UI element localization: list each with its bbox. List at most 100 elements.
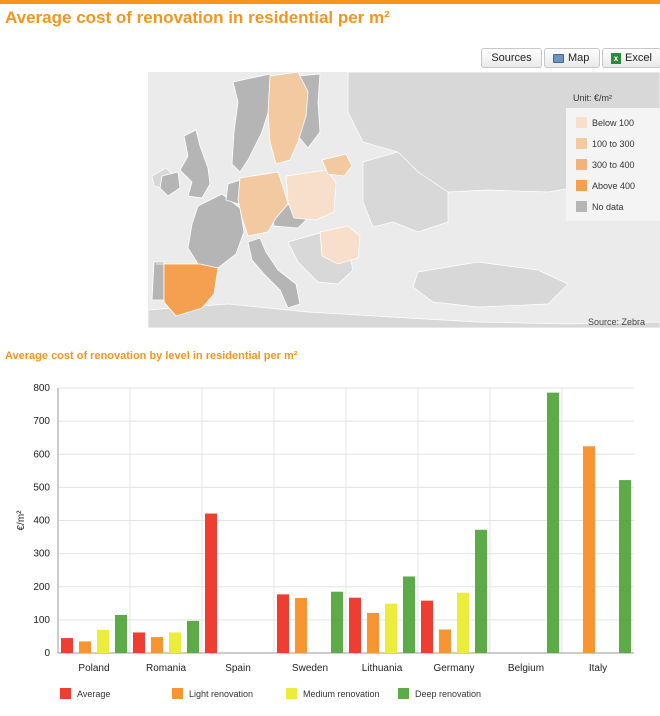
bar <box>385 603 397 653</box>
bar <box>205 513 217 653</box>
map-legend-item[interactable]: Below 100 <box>576 112 656 133</box>
map-unit-label: Unit: €/m² <box>573 93 613 103</box>
chart-legend-item[interactable]: Medium renovation <box>286 688 380 699</box>
bar <box>421 600 433 653</box>
map-region-belarus-ukraine <box>362 151 449 233</box>
map-region-uk <box>179 129 211 199</box>
map-button-label: Map <box>568 52 590 64</box>
map-region-sweden <box>267 72 309 165</box>
map-region-lithuania <box>321 153 353 177</box>
chart-legend-swatch <box>286 688 297 699</box>
map-legend-item[interactable]: Above 400 <box>576 175 656 196</box>
sources-button-label: Sources <box>491 52 532 64</box>
top-accent-rule <box>0 0 660 4</box>
bar <box>583 446 595 653</box>
chart-legend-item[interactable]: Light renovation <box>172 688 253 699</box>
map-legend-item[interactable]: 300 to 400 <box>576 154 656 175</box>
bar <box>187 620 199 653</box>
chart-legend-label: Average <box>77 688 111 699</box>
x-tick-label: Poland <box>78 663 109 674</box>
x-tick-label: Belgium <box>508 663 544 674</box>
y-tick-label: 500 <box>33 482 50 493</box>
map-legend-item[interactable]: 100 to 300 <box>576 133 656 154</box>
bar <box>331 591 343 653</box>
map-source-label: Source: Zebra <box>588 317 646 327</box>
x-tick-label: Germany <box>433 663 474 674</box>
y-tick-label: 400 <box>33 516 50 527</box>
map-region-north-africa <box>148 303 660 328</box>
map-region-italy <box>247 237 301 309</box>
bar <box>115 614 127 653</box>
x-tick-label: Italy <box>589 663 607 674</box>
map-legend-swatch <box>576 117 587 128</box>
map-legend-label: 300 to 400 <box>592 159 635 170</box>
excel-icon: x <box>611 52 621 64</box>
chart-title: Average cost of renovation by level in r… <box>5 350 298 362</box>
y-tick-label: 700 <box>33 416 50 427</box>
excel-button-label: Excel <box>625 52 652 64</box>
map-region-germany <box>237 171 289 237</box>
bar <box>349 597 361 653</box>
y-tick-label: 600 <box>33 449 50 460</box>
bar <box>547 392 559 653</box>
y-tick-label: 200 <box>33 582 50 593</box>
x-tick-label: Sweden <box>292 663 328 674</box>
map-legend-swatch <box>576 138 587 149</box>
chart-legend-swatch <box>172 688 183 699</box>
chart-legend-label: Deep renovation <box>415 688 482 699</box>
y-tick-label: 800 <box>33 383 50 394</box>
y-tick-label: 0 <box>44 648 50 659</box>
page-title: Average cost of renovation in residentia… <box>5 8 390 27</box>
bar <box>61 638 73 653</box>
bar <box>367 612 379 653</box>
excel-button[interactable]: x Excel <box>602 48 660 68</box>
map-region-spain <box>156 263 219 317</box>
map-region-france <box>187 193 245 269</box>
y-axis-label: €/m² <box>16 510 27 531</box>
map-button[interactable]: Map <box>544 48 600 68</box>
map-icon <box>553 53 564 63</box>
bar-chart: 0 100 200 300 400 500 600 700 800 €/m² Poland Roman… <box>16 383 634 674</box>
bar <box>97 629 109 653</box>
map-legend-item[interactable]: No data <box>576 196 656 217</box>
bar <box>79 641 91 653</box>
map-legend-swatch <box>576 159 587 170</box>
bar <box>403 576 415 653</box>
bar <box>277 594 289 653</box>
y-tick-label: 100 <box>33 615 50 626</box>
chart-legend-item[interactable]: Deep renovation <box>398 688 481 699</box>
x-tick-label: Lithuania <box>362 663 403 674</box>
chart-legend-swatch <box>398 688 409 699</box>
bar <box>619 480 631 653</box>
y-tick-label: 300 <box>33 549 50 560</box>
bar <box>295 598 307 653</box>
map-region-portugal <box>151 261 165 301</box>
map-legend-label: 100 to 300 <box>592 138 635 149</box>
map-legend-label: No data <box>592 201 624 212</box>
bar <box>133 632 145 653</box>
map-region-ireland <box>159 171 181 197</box>
bar <box>169 632 181 653</box>
bar <box>457 592 469 653</box>
bar <box>439 629 451 653</box>
map-legend: Unit: €/m² Below 100 100 to 300 300 to 4… <box>566 93 660 221</box>
map-legend-panel: Below 100 100 to 300 300 to 400 Above 40… <box>566 108 660 221</box>
bar <box>151 637 163 653</box>
map-legend-swatch <box>576 180 587 191</box>
chart-legend-item[interactable]: Average <box>60 688 110 699</box>
toolbar: Sources Map x Excel <box>481 48 660 68</box>
map-legend-label: Below 100 <box>592 117 635 128</box>
x-tick-label: Spain <box>225 663 251 674</box>
map-region-poland <box>285 169 337 221</box>
chart-legend-label: Light renovation <box>189 688 254 699</box>
map-region-romania <box>319 225 361 265</box>
map-legend-swatch <box>576 201 587 212</box>
map-region-norway <box>231 73 273 173</box>
map-legend-label: Above 400 <box>592 180 636 191</box>
chart-legend-label: Medium renovation <box>303 688 380 699</box>
sources-button[interactable]: Sources <box>481 48 542 68</box>
map-region-turkey <box>412 261 569 308</box>
chart-legend-swatch <box>60 688 71 699</box>
bar <box>475 529 487 653</box>
x-tick-label: Romania <box>146 663 186 674</box>
